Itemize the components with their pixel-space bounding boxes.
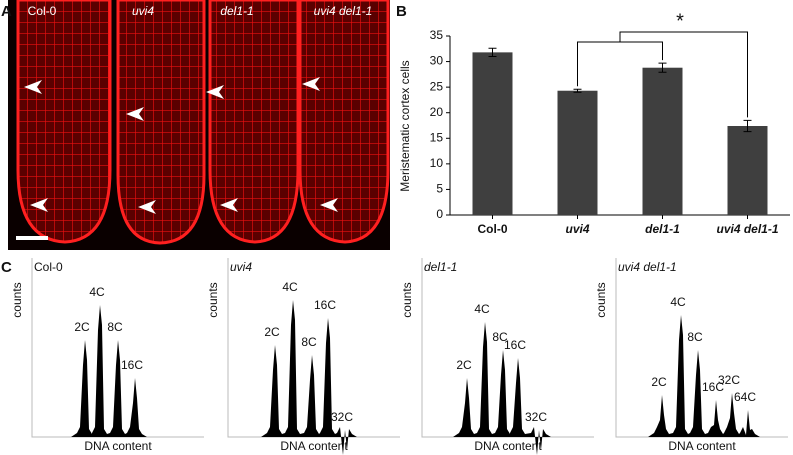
y-tick-label: 30 [430, 54, 444, 68]
genotype-labels: Col-0 uvi4 del1-1 uvi4 del1-1 [28, 4, 373, 18]
x-tick-label: uvi4 [565, 222, 589, 236]
y-tick-label: 15 [430, 130, 444, 144]
peak-label: 2C [264, 325, 280, 339]
peak-label: 4C [282, 280, 298, 294]
y-tick-label: 35 [430, 28, 444, 42]
x-axis-label: DNA content [474, 439, 542, 453]
panel-title: uvi4 [230, 260, 252, 274]
peak-label: 8C [492, 330, 508, 344]
histogram-axes [615, 258, 788, 438]
x-tick-label: del1-1 [645, 222, 680, 236]
bar [557, 90, 598, 215]
peak-label: 16C [314, 298, 336, 312]
bar [642, 67, 683, 215]
bar-chart: 0 5 10 15 20 25 30 35 Col-0 uvi4 del1-1 uvi4 del1-1 [430, 28, 790, 236]
peak-label: 64C [734, 390, 756, 404]
peak-label: 32C [525, 410, 547, 424]
error-bar [488, 47, 497, 57]
peak-label: 2C [74, 320, 90, 334]
panel-label: C [1, 259, 12, 276]
x-tick-label: uvi4 del1-1 [716, 222, 778, 236]
bar [472, 52, 513, 215]
x-axis-label: DNA content [280, 439, 348, 453]
error-bar [743, 119, 752, 133]
x-axis-label: DNA content [668, 439, 736, 453]
y-tick-label: 5 [436, 182, 443, 196]
x-tick-label: Col-0 [478, 222, 508, 236]
peak-label: 8C [107, 320, 123, 334]
panel-label: B [396, 3, 407, 20]
error-bar [573, 88, 582, 93]
peak-label: 4C [474, 302, 490, 316]
roots [16, 0, 390, 245]
x-axis-label: DNA content [84, 439, 152, 453]
peak-label: 16C [121, 358, 143, 372]
significance-bracket [577, 31, 748, 118]
panel-label: A [1, 3, 12, 20]
peak-label: 16C [504, 338, 526, 352]
panel-title: uvi4 del1-1 [618, 260, 677, 274]
y-axis-label: Meristematic cortex cells [398, 60, 412, 191]
peak-label: 8C [301, 335, 317, 349]
peak-label: 4C [670, 295, 686, 309]
histogram [453, 322, 551, 455]
significance-mark: * [676, 10, 684, 32]
peak-label: 32C [718, 373, 740, 387]
genotype-label: uvi4 [132, 4, 154, 18]
y-tick-label: 0 [436, 207, 443, 221]
peak-label: 32C [331, 410, 353, 424]
y-tick-label: 25 [430, 79, 444, 93]
bar [727, 126, 768, 215]
peak-label: 8C [687, 330, 703, 344]
y-axis-label: counts [10, 282, 24, 317]
y-tick-label: 10 [430, 156, 444, 170]
panel-title: del1-1 [424, 260, 457, 274]
peak-label: 2C [456, 358, 472, 372]
y-axis-label: counts [206, 282, 220, 317]
y-tick-label: 20 [430, 105, 444, 119]
peak-label: 4C [89, 285, 105, 299]
y-axis-label: counts [400, 282, 414, 317]
genotype-label: del1-1 [220, 4, 253, 18]
histogram [648, 315, 760, 437]
y-axis-label: counts [594, 282, 608, 317]
arrowheads [24, 77, 338, 214]
peak-label: 2C [651, 375, 667, 389]
histogram [261, 300, 357, 455]
genotype-label: Col-0 [28, 4, 57, 18]
peak-label: 16C [702, 380, 724, 394]
panel-title: Col-0 [34, 260, 63, 274]
error-bar [658, 62, 667, 73]
histogram [71, 305, 147, 437]
genotype-label: uvi4 del1-1 [314, 4, 373, 18]
